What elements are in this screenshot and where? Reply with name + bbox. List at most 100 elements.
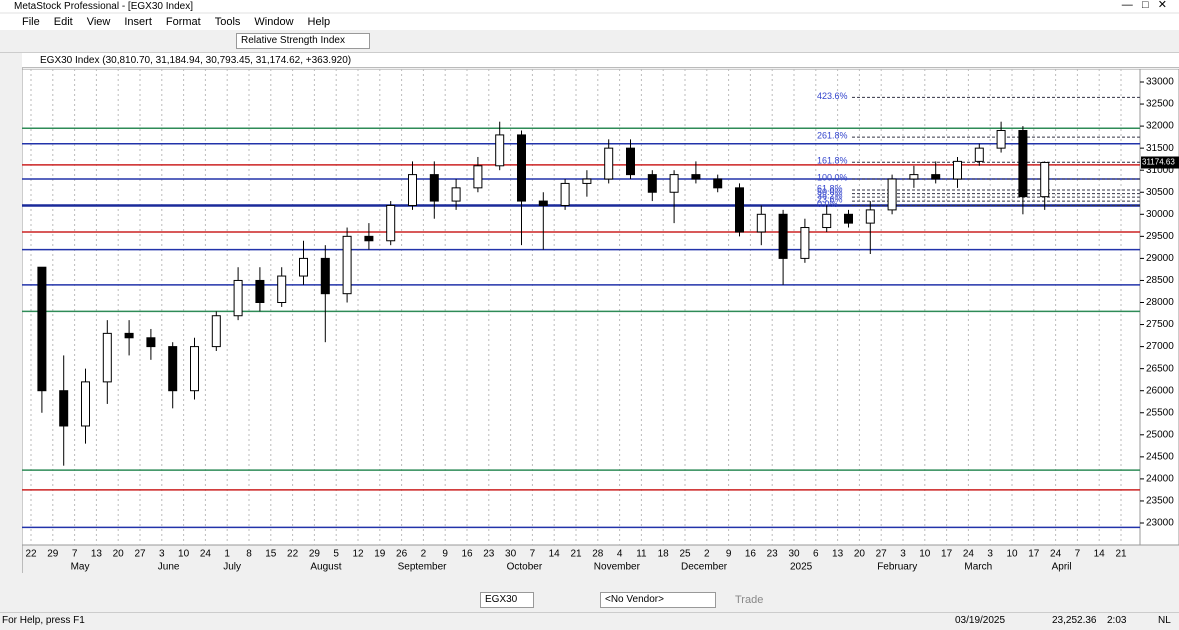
candle-body (211, 315, 221, 348)
y-tick-label: 28500 (1146, 275, 1174, 286)
fib-label: 61.8% (817, 183, 843, 193)
candle-body (582, 178, 592, 184)
candle-body (320, 257, 330, 295)
x-tick-label: 29 (47, 549, 59, 560)
x-tick-label: 23 (767, 549, 779, 560)
price-label: 31174.63 (1142, 158, 1175, 167)
y-tick-label: 32000 (1146, 121, 1174, 132)
candle-body (996, 130, 1006, 149)
x-tick-label: 10 (1006, 549, 1018, 560)
x-tick-label: 26 (396, 549, 408, 560)
candle-body (81, 381, 90, 427)
fib-label: 50.0% (817, 187, 843, 197)
x-tick-label: 7 (72, 549, 78, 560)
y-tick-label: 28000 (1146, 297, 1174, 308)
y-tick-label: 24500 (1146, 451, 1174, 462)
fib-label: 0.0% (817, 199, 838, 209)
y-tick-label: 30500 (1146, 187, 1174, 198)
y-tick-label: 24000 (1146, 474, 1174, 485)
month-label: June (158, 562, 180, 573)
x-tick-label: 22 (25, 549, 37, 560)
candle-body (822, 213, 832, 229)
candle-body (102, 332, 112, 383)
title-bar: MetaStock Professional - [EGX30 Index] — … (0, 0, 1179, 12)
fib-label: 100.0% (817, 172, 848, 182)
x-tick-label: 13 (832, 549, 844, 560)
candle-body (277, 275, 287, 303)
candle-body (713, 178, 723, 189)
menu-item[interactable]: Tools (214, 16, 241, 28)
candle-body (865, 209, 875, 224)
menu-item[interactable]: Window (254, 16, 294, 28)
indicator-select[interactable]: Relative Strength Index (236, 33, 370, 49)
candle-body (233, 279, 243, 317)
x-tick-label: 3 (900, 549, 906, 560)
x-tick-label: 22 (287, 549, 299, 560)
x-tick-label: 21 (570, 549, 582, 560)
fib-label: 261.8% (817, 131, 848, 141)
candle-body (408, 174, 417, 206)
bottom-toolbar: EGX30 <No Vendor> Trade (0, 590, 1179, 610)
x-tick-label: 14 (549, 549, 561, 560)
candle-body (669, 174, 679, 193)
candle-body (735, 187, 744, 233)
menu-item[interactable]: Edit (53, 16, 73, 28)
menu-item[interactable]: File (22, 16, 40, 28)
axis-bg (1139, 69, 1179, 546)
fib-label: 23.6% (817, 194, 843, 204)
month-label: August (310, 562, 341, 573)
x-tick-label: 5 (333, 549, 339, 560)
menu-item[interactable]: Insert (124, 16, 152, 28)
trade-button[interactable]: Trade (735, 594, 764, 606)
x-tick-label: 27 (134, 549, 146, 560)
candle-body (1040, 161, 1050, 198)
month-label: April (1052, 562, 1072, 573)
status-time: 2:03 (1107, 615, 1127, 626)
candle-body (37, 266, 47, 392)
y-tick-label: 23500 (1146, 496, 1174, 507)
candle-body (255, 279, 265, 303)
symbol-box[interactable]: EGX30 (480, 592, 534, 608)
month-label: December (681, 562, 728, 573)
candle-body (538, 200, 548, 206)
menu-item[interactable]: Format (165, 16, 201, 28)
candle-body (364, 235, 374, 242)
y-tick-label: 31000 (1146, 165, 1174, 176)
candle-body (342, 235, 352, 295)
menu-item[interactable]: Help (307, 16, 331, 28)
x-tick-label: 13 (91, 549, 103, 560)
candle-body (647, 174, 657, 193)
x-tick-label: 16 (745, 549, 757, 560)
candle-body (778, 213, 788, 259)
x-tick-label: 30 (788, 549, 800, 560)
x-tick-label: 15 (265, 549, 277, 560)
month-label: November (594, 562, 641, 573)
vendor-select[interactable]: <No Vendor> (600, 592, 716, 608)
x-tick-label: 21 (1115, 549, 1127, 560)
status-mode: NL (1158, 615, 1171, 626)
x-tick-label: 3 (159, 549, 165, 560)
candle-body (604, 147, 614, 180)
candle-body (429, 174, 439, 202)
x-tick-label: 24 (963, 549, 975, 560)
y-tick-label: 26500 (1146, 363, 1174, 374)
x-tick-label: 17 (941, 549, 953, 560)
candle-body (953, 160, 962, 180)
y-tick-label: 26000 (1146, 385, 1174, 396)
x-tick-label: 11 (636, 549, 647, 560)
y-tick-label: 27000 (1146, 341, 1174, 352)
month-label: September (398, 562, 448, 573)
candle-body (1018, 130, 1028, 198)
x-tick-label: 7 (1075, 549, 1081, 560)
menu-item[interactable]: View (86, 16, 111, 28)
candle-body (146, 337, 156, 348)
y-tick-label: 33000 (1146, 77, 1174, 88)
candle-body (560, 182, 570, 206)
candle-body (756, 213, 766, 233)
y-tick-label: 25500 (1146, 407, 1174, 418)
month-label: May (71, 562, 90, 573)
candle-body (691, 174, 701, 180)
chart: 22 29 7 13 20 27 3 10 24 1 8 15 22 29 5 12 19 26 2 9 16 23 30 7… (22, 69, 1179, 573)
x-tick-label: 20 (113, 549, 125, 560)
y-tick-label: 32500 (1146, 99, 1174, 110)
